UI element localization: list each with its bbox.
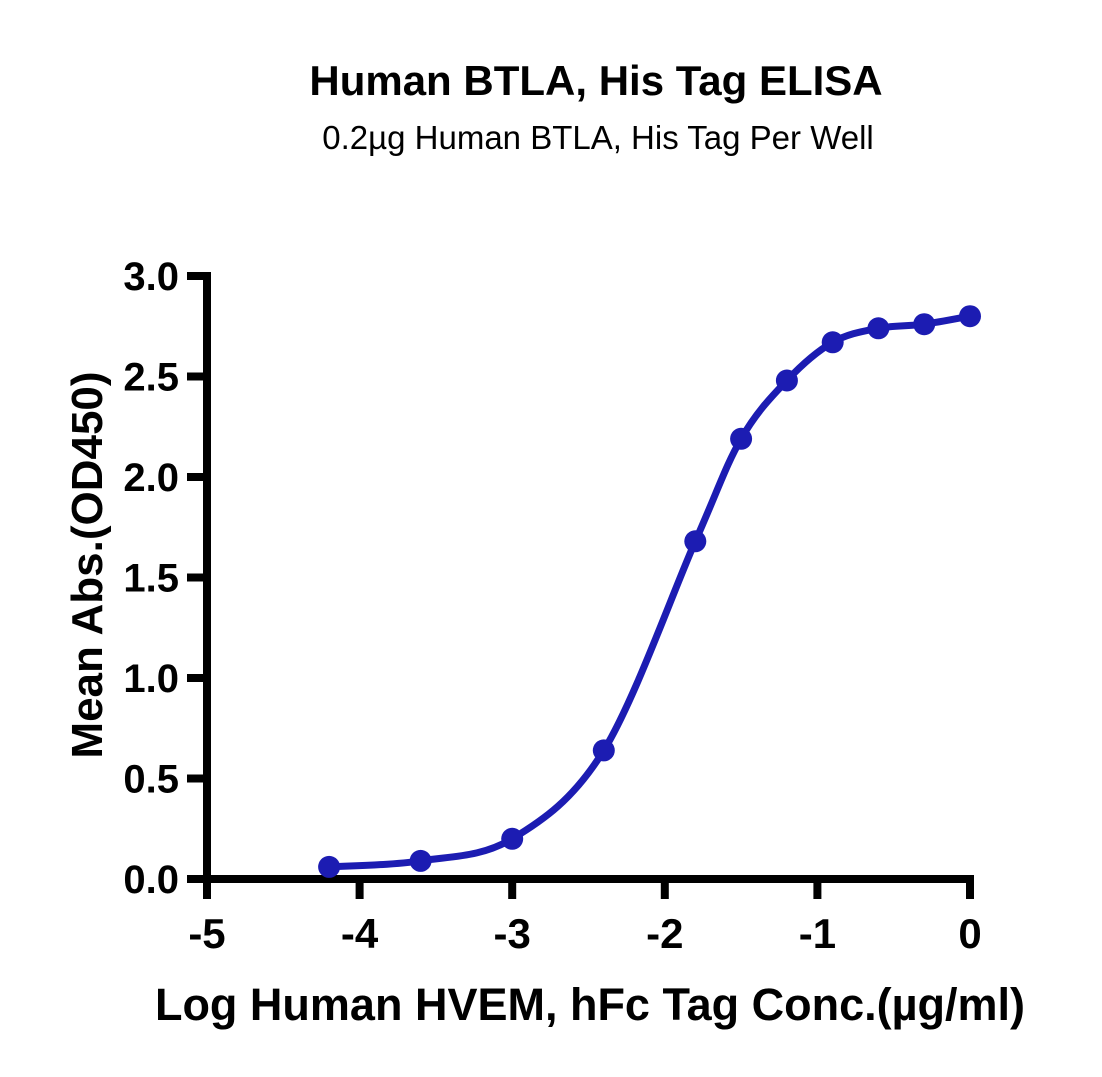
y-tick-label: 3.0: [123, 255, 179, 299]
y-axis-label: Mean Abs.(OD450): [63, 371, 112, 759]
data-point-marker: [730, 427, 753, 450]
x-tick-label: 0: [958, 910, 981, 957]
y-tick-label: 0.5: [123, 758, 179, 802]
data-point-marker: [775, 369, 798, 392]
y-tick-label: 2.0: [123, 456, 179, 500]
x-tick-label: -4: [341, 910, 379, 957]
data-point-marker: [867, 317, 890, 340]
x-tick-label: -1: [799, 910, 836, 957]
chart-title: Human BTLA, His Tag ELISA: [309, 57, 883, 104]
fit-curve: [325, 312, 974, 871]
data-point-marker: [592, 739, 615, 762]
data-point-marker: [959, 305, 981, 328]
data-point-marker: [501, 827, 524, 850]
data-point-marker: [318, 855, 341, 878]
y-tick-label: 1.5: [123, 557, 179, 601]
chart-subtitle: 0.2µg Human BTLA, His Tag Per Well: [322, 119, 874, 156]
x-tick-label: -5: [188, 910, 225, 957]
x-tick-label: -2: [646, 910, 683, 957]
y-tick-label: 0.0: [123, 858, 179, 902]
data-point-marker: [821, 331, 844, 354]
y-tick-label: 2.5: [123, 356, 179, 400]
x-tick-label: -3: [494, 910, 531, 957]
data-point-marker: [684, 530, 707, 553]
data-point-marker: [913, 313, 936, 336]
data-point-marker: [409, 849, 432, 872]
x-axis-label: Log Human HVEM, hFc Tag Conc.(µg/ml): [154, 979, 1026, 1030]
y-tick-label: 1.0: [123, 657, 179, 701]
